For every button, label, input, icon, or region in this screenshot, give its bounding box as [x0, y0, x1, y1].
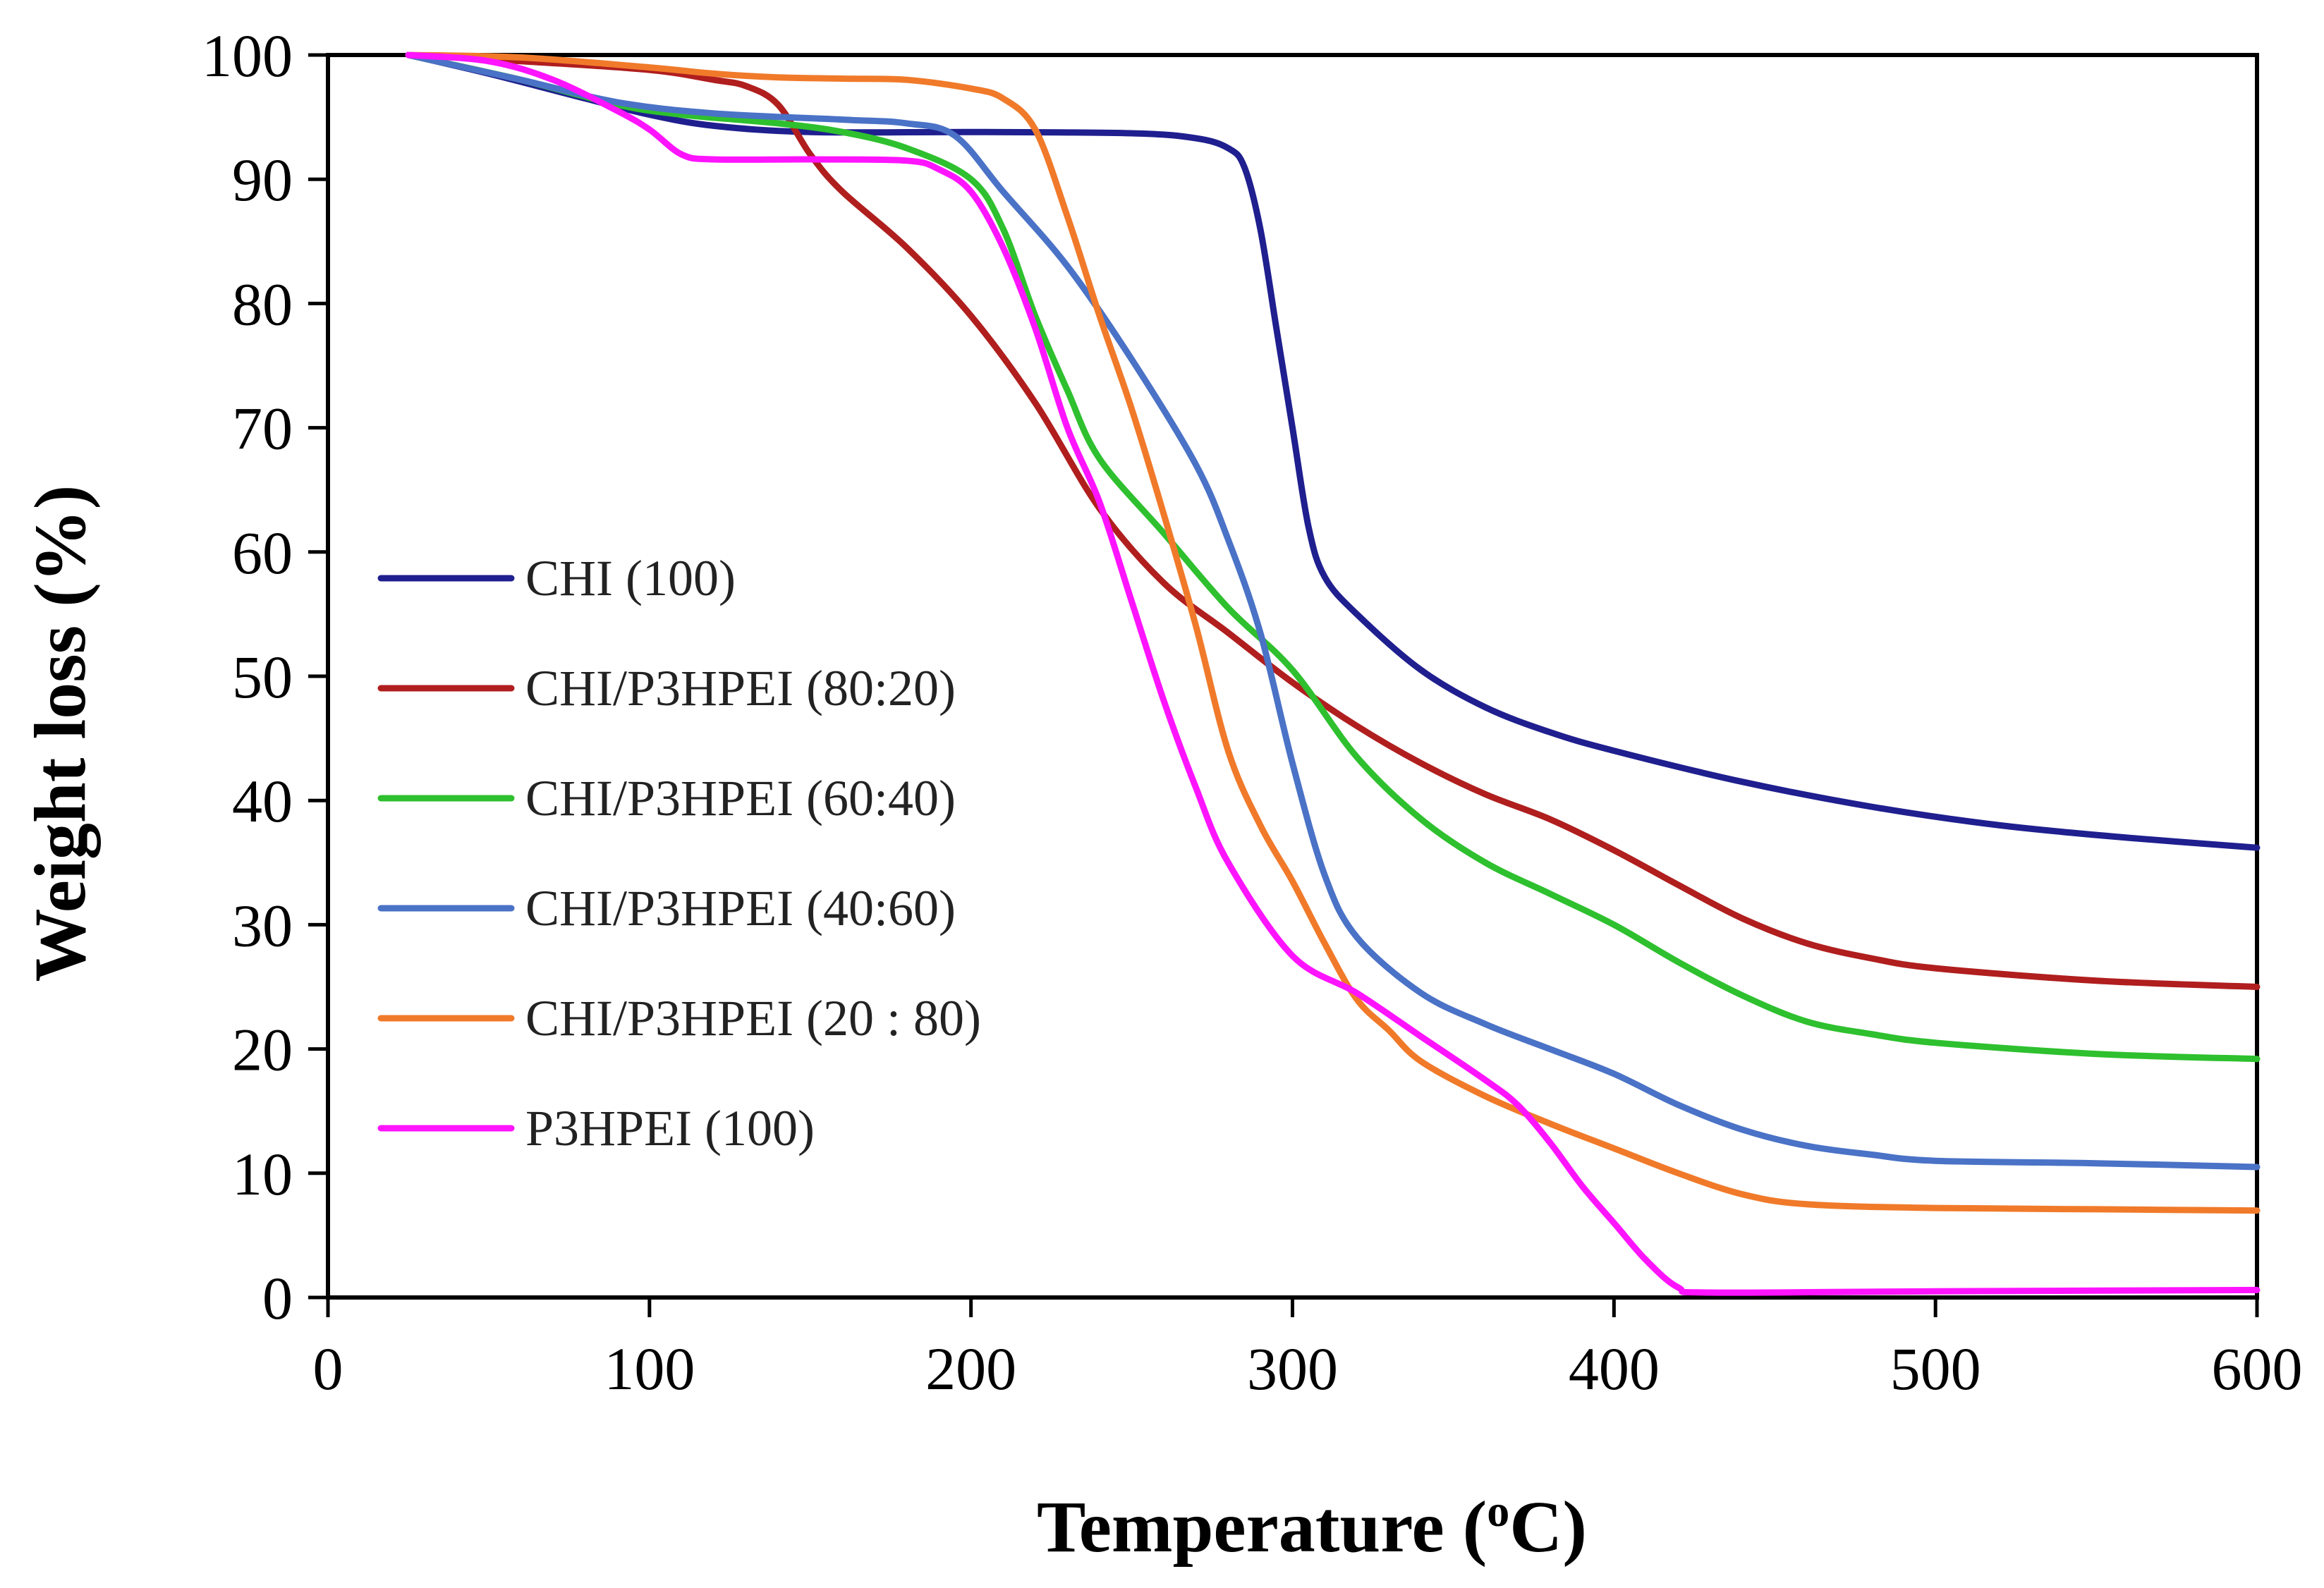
series-line-1 — [405, 51, 2261, 851]
x-axis-title-tail: C) — [1509, 1486, 1587, 1568]
series-line-4 — [405, 51, 2261, 1171]
legend-label-5: CHI/P3HPEI (20 : 80) — [525, 990, 981, 1046]
y-tick-label: 50 — [232, 643, 293, 711]
legend-label-2: CHI/P3HPEI (80:20) — [525, 660, 956, 716]
x-tick-label: 500 — [1890, 1335, 1981, 1403]
legend-label-1: CHI (100) — [525, 550, 736, 606]
series-line-2 — [405, 51, 2261, 990]
y-tick-label: 0 — [262, 1264, 293, 1332]
legend-label-6: P3HPEI (100) — [525, 1100, 815, 1156]
y-tick-label: 80 — [232, 270, 293, 338]
y-tick-label: 100 — [202, 22, 293, 90]
plot-layer: 0 10 20 30 40 50 60 70 80 90 100 0 100 200 300 400 500 60… — [202, 22, 2303, 1403]
x-tick-label: 600 — [2212, 1335, 2303, 1403]
y-tick-label: 70 — [232, 395, 293, 463]
x-tick-label: 400 — [1569, 1335, 1660, 1403]
y-tick-label: 30 — [232, 891, 293, 959]
series-line-6 — [405, 51, 2261, 1296]
x-tick-label: 100 — [604, 1335, 695, 1403]
x-tick-label: 0 — [313, 1335, 343, 1403]
x-tick-label: 200 — [925, 1335, 1016, 1403]
series-line-5 — [405, 51, 2261, 1214]
y-tick-label: 20 — [232, 1016, 293, 1084]
series-line-3 — [405, 51, 2261, 1063]
x-axis-title: Temperature (oC) — [1037, 1486, 1587, 1568]
x-tick-label: 300 — [1247, 1335, 1338, 1403]
y-tick-label: 60 — [232, 519, 293, 587]
legend-label-3: CHI/P3HPEI (60:40) — [525, 770, 956, 826]
y-axis-title: Weight loss (%) — [20, 485, 101, 982]
y-tick-label: 10 — [232, 1140, 293, 1208]
y-tick-label: 90 — [232, 146, 293, 214]
y-tick-label: 40 — [232, 767, 293, 835]
legend-label-4: CHI/P3HPEI (40:60) — [525, 880, 956, 936]
x-axis-title-sup: o — [1487, 1486, 1509, 1536]
